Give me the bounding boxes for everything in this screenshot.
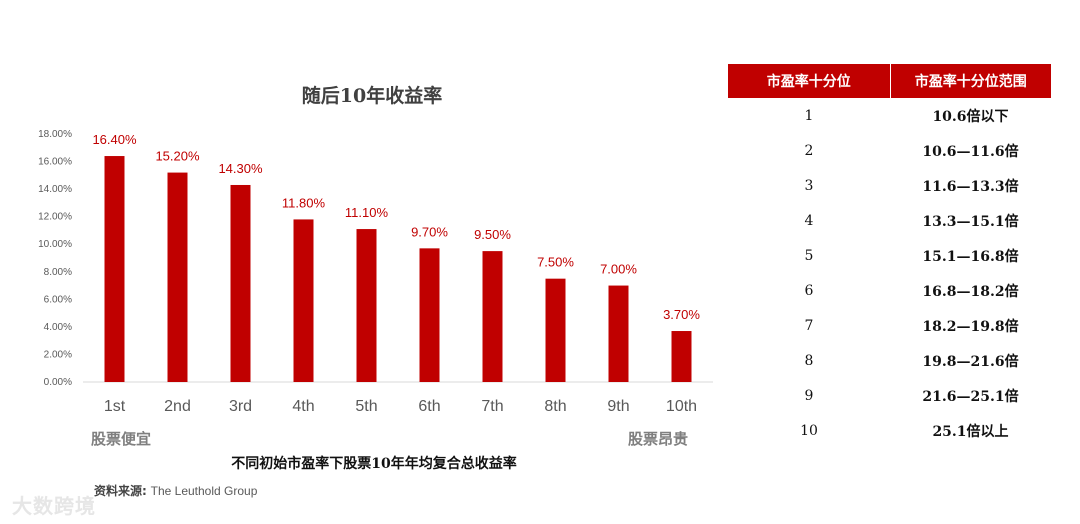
table-row: 3 11.6—13.3倍 [728, 168, 1051, 203]
y-tick-label: 12.00% [38, 212, 72, 223]
range-cell: 25.1倍以上 [932, 423, 1009, 440]
decile-cell: 8 [804, 352, 814, 369]
bar [293, 219, 314, 382]
bar [167, 172, 188, 382]
source-note: 资料来源: The Leuthold Group [94, 482, 257, 499]
pe-decile-table: 市盈率十分位 市盈率十分位范围 1 10.6倍以下 2 10.6—11.6倍 3 11… [728, 64, 1051, 448]
watermark-logo: 大数跨境 [12, 494, 96, 518]
table-row: 4 13.3—15.1倍 [728, 203, 1051, 238]
expensive-label: 股票昂贵 [628, 430, 689, 448]
table-row: 5 15.1—16.8倍 [728, 238, 1051, 273]
y-tick-label: 10.00% [38, 239, 72, 250]
x-tick-label: 6th [418, 398, 440, 415]
decile-cell: 3 [804, 177, 814, 194]
table-row: 7 18.2—19.8倍 [728, 308, 1051, 343]
table-row: 8 19.8—21.6倍 [728, 343, 1051, 378]
decile-cell: 5 [804, 247, 814, 264]
decile-cell: 1 [804, 107, 814, 124]
bar-value-label: 3.70% [663, 307, 700, 322]
bar-value-label: 11.80% [282, 195, 326, 210]
table-header-row: 市盈率十分位 市盈率十分位范围 [728, 64, 1051, 98]
bar-value-label: 9.50% [474, 227, 511, 242]
x-tick-label: 1st [104, 398, 126, 415]
bars [104, 156, 692, 382]
table-row: 10 25.1倍以上 [728, 413, 1051, 448]
y-tick-label: 16.00% [38, 157, 72, 168]
range-cell: 13.3—15.1倍 [922, 213, 1019, 230]
source-value: The Leuthold Group [150, 484, 258, 498]
decile-cell: 4 [804, 212, 814, 229]
y-tick-label: 0.00% [44, 377, 72, 388]
x-tick-label: 10th [666, 398, 697, 415]
range-cell: 15.1—16.8倍 [922, 248, 1019, 265]
bar-value-label: 15.20% [155, 149, 200, 164]
bar-value-label: 7.00% [600, 262, 637, 277]
bar [230, 184, 251, 382]
bar [104, 156, 125, 382]
chart-caption: 不同初始市盈率下股票10年年均复合总收益率 [231, 456, 517, 472]
range-cell: 18.2—19.8倍 [922, 318, 1019, 335]
table-row: 9 21.6—25.1倍 [728, 378, 1051, 413]
chart-title: 随后10年收益率 [302, 84, 442, 107]
x-tick-label: 4th [292, 398, 314, 415]
decile-cell: 10 [800, 422, 818, 439]
bar [356, 229, 377, 382]
cheap-label: 股票便宜 [91, 430, 152, 448]
bar [545, 278, 566, 382]
data-labels: 16.40% 15.20% 14.30% 11.80% 11.10% 9.70% 9.50%… [92, 132, 700, 322]
bar [482, 251, 503, 382]
y-tick-label: 8.00% [44, 267, 72, 278]
bar-value-label: 11.10% [345, 205, 389, 220]
table-row: 1 10.6倍以下 [728, 98, 1051, 133]
bar [608, 285, 629, 382]
bar-value-label: 14.30% [218, 161, 263, 176]
y-tick-label: 2.00% [44, 349, 72, 360]
x-tick-label: 5th [355, 398, 377, 415]
range-cell: 16.8—18.2倍 [922, 283, 1019, 300]
x-tick-label: 2nd [164, 398, 191, 415]
table-header-range: 市盈率十分位范围 [889, 64, 1051, 98]
y-tick-label: 6.00% [44, 294, 72, 305]
decile-cell: 9 [804, 387, 814, 404]
table-row: 2 10.6—11.6倍 [728, 133, 1051, 168]
x-tick-label: 7th [481, 398, 503, 415]
y-tick-label: 18.00% [38, 129, 72, 140]
x-axis-ticks: 1st 2nd 3rd 4th 5th 6th 7th 8th 9th 10th [104, 398, 697, 415]
bar [671, 331, 692, 382]
x-tick-label: 8th [544, 398, 566, 415]
x-tick-label: 3rd [229, 398, 252, 415]
bar-chart: 随后10年收益率 0.00% 2.00% 4.00% 6.00% 8.00% 10.00%… [38, 84, 713, 415]
range-cell: 10.6—11.6倍 [922, 143, 1019, 160]
decile-cell: 7 [804, 317, 814, 334]
x-tick-label: 9th [607, 398, 629, 415]
y-axis-ticks: 0.00% 2.00% 4.00% 6.00% 8.00% 10.00% 12.00% 14.… [38, 129, 72, 388]
y-tick-label: 14.00% [38, 184, 72, 195]
range-cell: 19.8—21.6倍 [922, 353, 1019, 370]
range-cell: 11.6—13.3倍 [922, 178, 1019, 195]
table-header-decile: 市盈率十分位 [728, 64, 890, 98]
bar-value-label: 9.70% [411, 224, 448, 239]
source-label: 资料来源: [94, 484, 147, 498]
bar [419, 248, 440, 382]
bar-value-label: 16.40% [92, 132, 137, 147]
decile-cell: 6 [804, 282, 814, 299]
range-cell: 21.6—25.1倍 [922, 388, 1019, 405]
range-cell: 10.6倍以下 [932, 108, 1009, 125]
decile-cell: 2 [804, 142, 814, 159]
table-row: 6 16.8—18.2倍 [728, 273, 1051, 308]
bar-value-label: 7.50% [537, 255, 574, 270]
y-tick-label: 4.00% [44, 322, 72, 333]
